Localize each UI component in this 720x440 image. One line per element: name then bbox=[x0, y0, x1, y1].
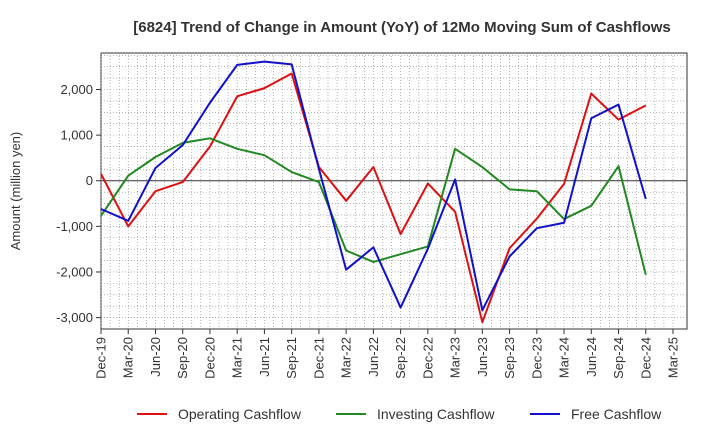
legend-label: Free Cashflow bbox=[571, 406, 662, 422]
y-tick-label: 2,000 bbox=[60, 82, 93, 97]
x-tick-label: Mar-23 bbox=[448, 337, 463, 378]
plot-area bbox=[100, 52, 688, 330]
x-tick-label: Dec-19 bbox=[94, 337, 109, 379]
legend-label: Operating Cashflow bbox=[178, 406, 302, 422]
series-line-investing-cashflow bbox=[100, 137, 647, 275]
x-tick-label: Sep-24 bbox=[611, 337, 626, 379]
x-tick-label: Sep-21 bbox=[284, 337, 299, 379]
x-tick-label: Sep-20 bbox=[175, 337, 190, 379]
x-axis-ticks: Dec-19 Mar-20 Jun-20 Sep-20 Dec-20 Mar-21 Jun-… bbox=[94, 329, 681, 379]
y-axis-label: Amount (million yen) bbox=[8, 132, 23, 251]
y-tick-label: -3,000 bbox=[56, 310, 93, 325]
x-tick-label: Mar-25 bbox=[666, 337, 681, 378]
series-lines bbox=[100, 60, 647, 324]
x-tick-label: Jun-23 bbox=[475, 337, 490, 377]
x-tick-label: Mar-22 bbox=[339, 337, 354, 378]
x-tick-label: Mar-20 bbox=[121, 337, 136, 378]
x-tick-label: Jun-20 bbox=[148, 337, 163, 377]
x-tick-label: Jun-24 bbox=[584, 337, 599, 377]
legend: Operating Cashflow Investing Cashflow Free… bbox=[137, 406, 662, 422]
plot-frame bbox=[100, 52, 688, 330]
x-tick-label: Jun-22 bbox=[366, 337, 381, 377]
x-tick-label: Dec-20 bbox=[202, 337, 217, 379]
legend-label: Investing Cashflow bbox=[377, 406, 495, 422]
x-tick-label: Dec-21 bbox=[311, 337, 326, 379]
x-tick-label: Dec-24 bbox=[638, 337, 653, 379]
x-tick-label: Mar-24 bbox=[557, 337, 572, 378]
y-tick-label: 0 bbox=[86, 173, 93, 188]
series-line-operating-cashflow bbox=[100, 72, 647, 324]
y-tick-label: -1,000 bbox=[56, 219, 93, 234]
series-line-free-cashflow bbox=[100, 60, 647, 312]
y-tick-label: 1,000 bbox=[60, 128, 93, 143]
x-tick-label: Jun-21 bbox=[257, 337, 272, 377]
x-tick-label: Sep-23 bbox=[502, 337, 517, 379]
x-tick-label: Dec-22 bbox=[420, 337, 435, 379]
y-axis-ticks: 2,000 1,000 0 -1,000 -2,000 -3,000 bbox=[56, 82, 101, 325]
x-tick-label: Sep-22 bbox=[393, 337, 408, 379]
grid-lines bbox=[100, 53, 687, 329]
x-tick-label: Mar-21 bbox=[230, 337, 245, 378]
x-tick-label: Dec-23 bbox=[529, 337, 544, 379]
chart-title: [6824] Trend of Change in Amount (YoY) o… bbox=[133, 19, 671, 36]
y-tick-label: -2,000 bbox=[56, 264, 93, 279]
